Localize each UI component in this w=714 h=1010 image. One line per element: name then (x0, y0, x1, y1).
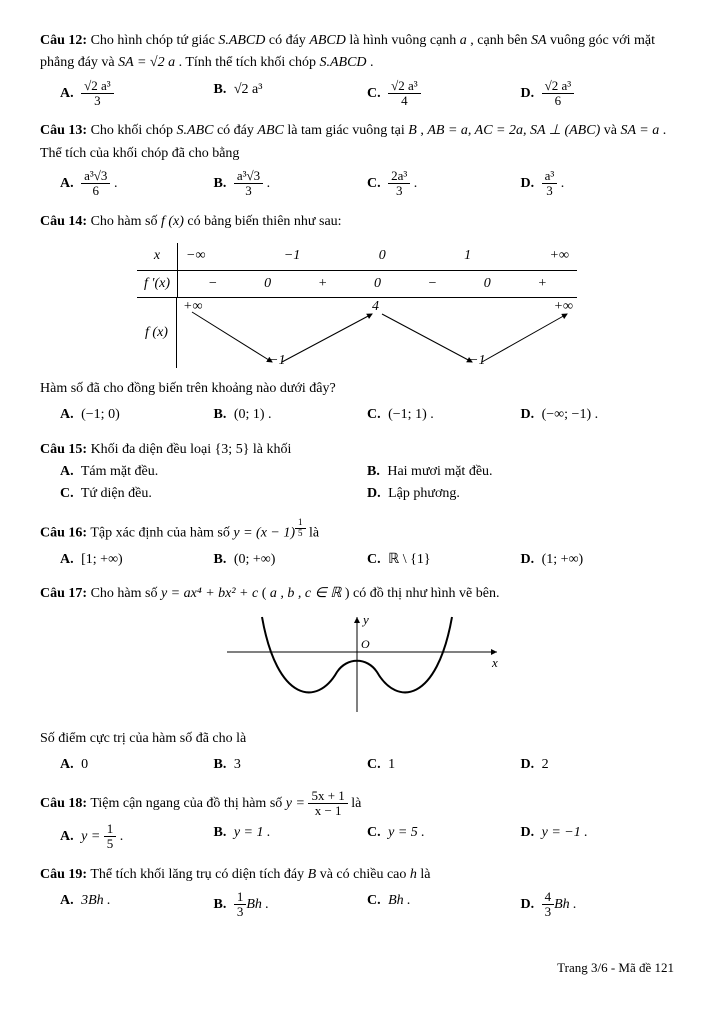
q12-s4: SA (531, 33, 547, 48)
vt-row-fx: f (x) +∞ 4 +∞ −1 −1 (137, 297, 577, 368)
q12-t4: , cạnh bên (470, 33, 531, 48)
question-15: Câu 15: Khối đa diện đều loại {3; 5} là … (40, 439, 674, 506)
q12-t2: có đáy (269, 33, 309, 48)
q17-optA: A. 0 (60, 754, 214, 776)
q13-optD: D. a³3 . (521, 169, 675, 199)
axis-y-label: y (361, 612, 369, 627)
page-footer: Trang 3/6 - Mã đề 121 (40, 960, 674, 976)
question-13: Câu 13: Cho khối chóp S.ABC có đáy ABC l… (40, 120, 674, 198)
q12-t1: Cho hình chóp tứ giác (91, 33, 219, 48)
q13-options: A. a³√36 . B. a³√33 . C. 2a³3 . D. a³3 . (60, 169, 674, 199)
q15-options: A. Tám mặt đều. B. Hai mươi mặt đều. (60, 461, 674, 483)
q12-t6: . Tính thể tích khối chóp (179, 55, 320, 70)
q12-options: A. √2 a³3 B. √2 a³ C. √2 a³4 D. √2 a³6 (60, 79, 674, 109)
q19-optD: D. 43Bh . (521, 890, 675, 920)
variation-table: x −∞ −1 0 1 +∞ f ′(x) − 0 + 0 − 0 + f (x… (137, 243, 577, 368)
q13-title: Câu 13: (40, 123, 87, 138)
q15-optB: B. Hai mươi mặt đều. (367, 461, 674, 483)
q12-optC: C. √2 a³4 (367, 79, 521, 109)
q14-optA: A. (−1; 0) (60, 404, 214, 426)
axis-x-label: x (491, 655, 498, 670)
q19-optA: A. 3Bh . (60, 890, 214, 920)
q19-options: A. 3Bh . B. 13Bh . C. Bh . D. 43Bh . (60, 890, 674, 920)
origin-label: O (361, 637, 370, 651)
q15-optD: D. Lập phương. (367, 483, 674, 505)
q13-optC: C. 2a³3 . (367, 169, 521, 199)
q15-optA: A. Tám mặt đều. (60, 461, 367, 483)
q12-optB: B. √2 a³ (214, 79, 368, 109)
question-18: Câu 18: Tiệm cận ngang của đồ thị hàm số… (40, 789, 674, 852)
q19-optC: C. Bh . (367, 890, 521, 920)
q12-s3: a (460, 33, 467, 48)
opt-label-c: C. (367, 86, 381, 101)
opt-label-b: B. (214, 82, 227, 97)
q12-t3: là hình vuông cạnh (349, 33, 459, 48)
q12-optA: A. √2 a³3 (60, 79, 214, 109)
q17-optC: C. 1 (367, 754, 521, 776)
question-17: Câu 17: Cho hàm số y = ax⁴ + bx² + c ( a… (40, 583, 674, 776)
vt-row-x: x −∞ −1 0 1 +∞ (137, 243, 577, 269)
q14-optD: D. (−∞; −1) . (521, 404, 675, 426)
q14-optC: C. (−1; 1) . (367, 404, 521, 426)
q14-optB: B. (0; 1) . (214, 404, 368, 426)
q12-s5: SA = √2 a (118, 55, 175, 70)
q16-optB: B. (0; +∞) (214, 549, 368, 571)
q12-title: Câu 12: (40, 33, 87, 48)
question-16: Câu 16: Tập xác định của hàm số y = (x −… (40, 518, 674, 572)
q12-s1: S.ABCD (218, 33, 265, 48)
q18-options: A. y = 15 . B. y = 1 . C. y = 5 . D. y =… (60, 822, 674, 852)
q14-options: A. (−1; 0) B. (0; 1) . C. (−1; 1) . D. (… (60, 404, 674, 426)
opt-label-d: D. (521, 86, 535, 101)
q14-subtext: Hàm số đã cho đồng biến trên khoảng nào … (40, 378, 674, 400)
q12-s6: S.ABCD (319, 55, 366, 70)
q17-optB: B. 3 (214, 754, 368, 776)
q16-optA: A. [1; +∞) (60, 549, 214, 571)
opt-label-a: A. (60, 86, 74, 101)
q13-optB: B. a³√33 . (214, 169, 368, 199)
q12-s2: ABCD (309, 33, 346, 48)
q17-optD: D. 2 (521, 754, 675, 776)
q12-optD: D. √2 a³6 (521, 79, 675, 109)
question-19: Câu 19: Thể tích khối lăng trụ có diện t… (40, 864, 674, 920)
question-14: Câu 14: Cho hàm số f (x) có bảng biến th… (40, 211, 674, 427)
q12-optD-frac: √2 a³6 (542, 79, 575, 109)
q17-subtext: Số điểm cực trị của hàm số đã cho là (40, 728, 674, 750)
q18-optD: D. y = −1 . (521, 822, 675, 852)
quartic-graph: x y O (207, 612, 507, 722)
q19-optB: B. 13Bh . (214, 890, 368, 920)
q13-optA: A. a³√36 . (60, 169, 214, 199)
q12-t7: . (370, 55, 374, 70)
q18-optA: A. y = 15 . (60, 822, 214, 852)
q18-optB: B. y = 1 . (214, 822, 368, 852)
q16-optD: D. (1; +∞) (521, 549, 675, 571)
q16-options: A. [1; +∞) B. (0; +∞) C. ℝ \ {1} D. (1; … (60, 549, 674, 571)
q12-optA-frac: √2 a³3 (81, 79, 114, 109)
q15-optC: C. Tứ diện đều. (60, 483, 367, 505)
question-12: Câu 12: Cho hình chóp tứ giác S.ABCD có … (40, 30, 674, 108)
q17-options: A. 0 B. 3 C. 1 D. 2 (60, 754, 674, 776)
vt-row-fprime: f ′(x) − 0 + 0 − 0 + (137, 270, 577, 297)
q16-optC: C. ℝ \ {1} (367, 549, 521, 571)
q12-optC-frac: √2 a³4 (388, 79, 421, 109)
q18-optC: C. y = 5 . (367, 822, 521, 852)
